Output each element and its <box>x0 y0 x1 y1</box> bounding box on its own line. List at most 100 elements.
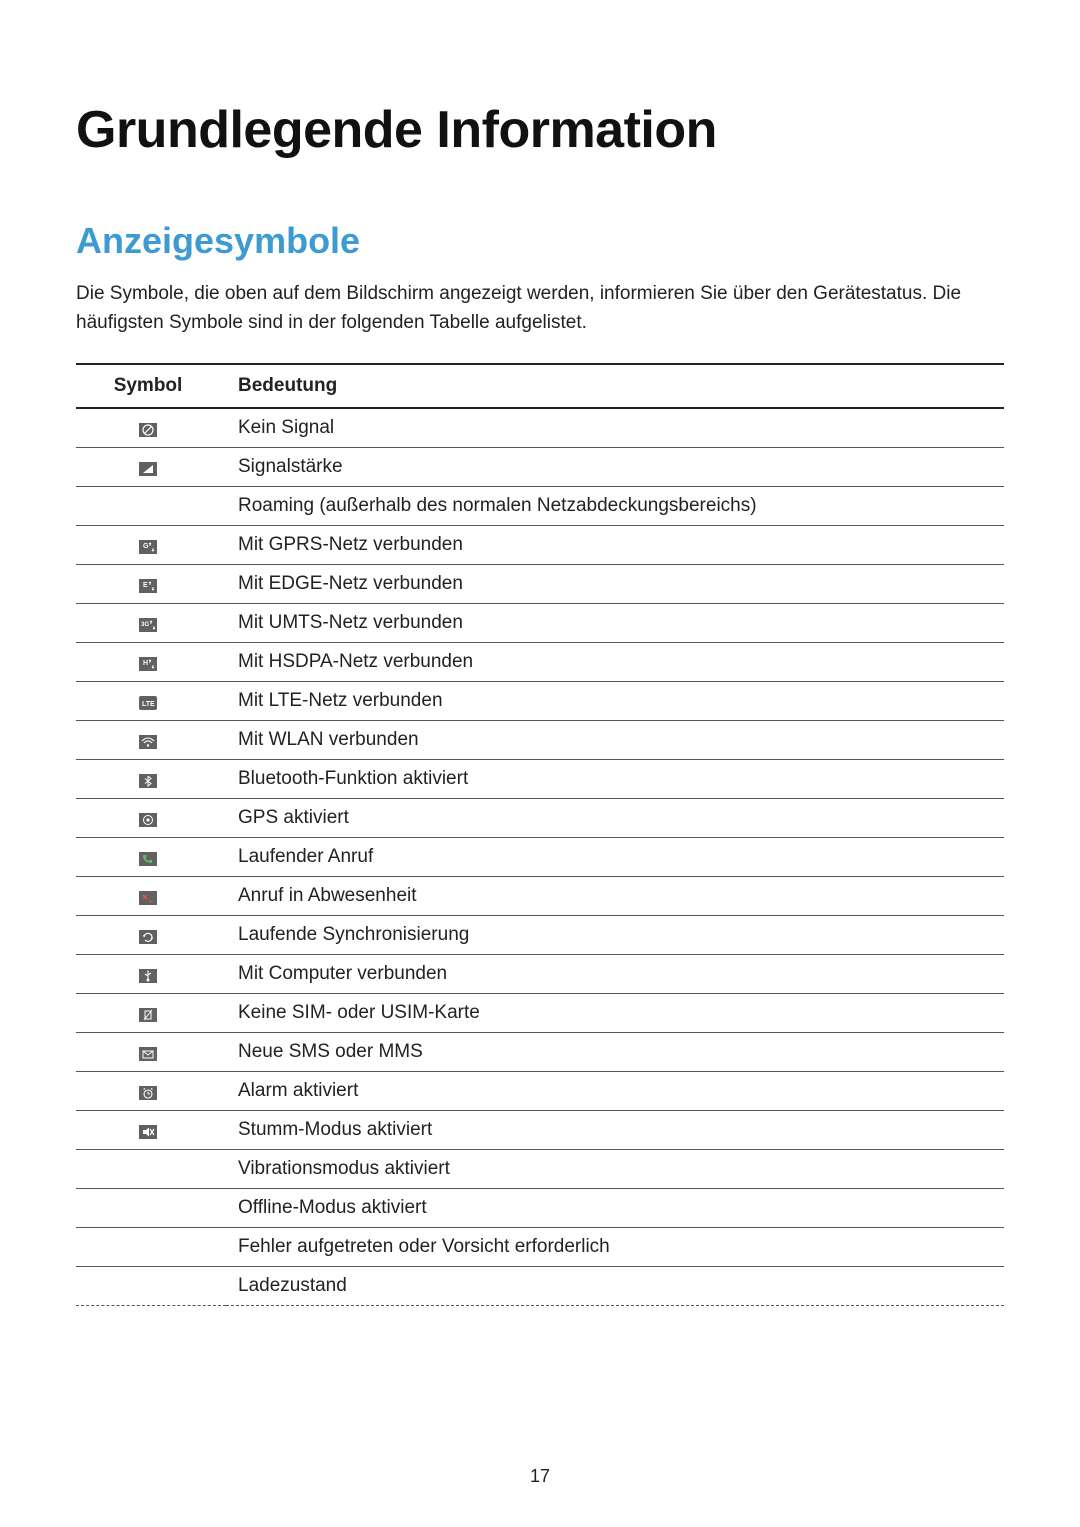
symbol-cell <box>76 1267 226 1306</box>
meaning-cell: Bluetooth-Funktion aktiviert <box>226 760 1004 799</box>
no-signal-icon <box>139 421 157 435</box>
symbol-cell <box>76 877 226 916</box>
svg-text:LTE: LTE <box>142 701 155 708</box>
missed-call-icon <box>139 889 157 903</box>
meaning-cell: Mit GPRS-Netz verbunden <box>226 526 1004 565</box>
meaning-cell: Mit UMTS-Netz verbunden <box>226 604 1004 643</box>
meaning-cell: Keine SIM- oder USIM-Karte <box>226 994 1004 1033</box>
table-row: Vibrationsmodus aktiviert <box>76 1150 1004 1189</box>
symbol-cell: LTE <box>76 682 226 721</box>
symbol-cell <box>76 1150 226 1189</box>
table-row: Offline-Modus aktiviert <box>76 1189 1004 1228</box>
meaning-cell: Stumm-Modus aktiviert <box>226 1111 1004 1150</box>
meaning-cell: GPS aktiviert <box>226 799 1004 838</box>
meaning-cell: Mit LTE-Netz verbunden <box>226 682 1004 721</box>
symbol-cell <box>76 448 226 487</box>
table-header-row: Symbol Bedeutung <box>76 364 1004 408</box>
meaning-cell: Vibrationsmodus aktiviert <box>226 1150 1004 1189</box>
no-sim-icon <box>139 1006 157 1020</box>
table-row: Fehler aufgetreten oder Vorsicht erforde… <box>76 1228 1004 1267</box>
symbol-cell <box>76 955 226 994</box>
meaning-cell: Roaming (außerhalb des normalen Netzabde… <box>226 487 1004 526</box>
wifi-icon <box>139 733 157 747</box>
mute-icon <box>139 1123 157 1137</box>
table-row: Keine SIM- oder USIM-Karte <box>76 994 1004 1033</box>
meaning-cell: Laufender Anruf <box>226 838 1004 877</box>
table-row: LTE Mit LTE-Netz verbunden <box>76 682 1004 721</box>
table-row: Bluetooth-Funktion aktiviert <box>76 760 1004 799</box>
symbol-cell <box>76 1033 226 1072</box>
edge-icon: E <box>139 577 157 591</box>
table-row: Anruf in Abwesenheit <box>76 877 1004 916</box>
meaning-cell: Signalstärke <box>226 448 1004 487</box>
svg-text:H: H <box>143 660 148 667</box>
page-number: 17 <box>0 1466 1080 1487</box>
table-row: Ladezustand <box>76 1267 1004 1306</box>
table-row: Laufende Synchronisierung <box>76 916 1004 955</box>
symbol-cell <box>76 408 226 448</box>
gprs-icon: G <box>139 538 157 552</box>
meaning-cell: Laufende Synchronisierung <box>226 916 1004 955</box>
table-body: Kein SignalSignalstärkeRoaming (außerhal… <box>76 408 1004 1306</box>
svg-text:E: E <box>143 582 148 589</box>
symbol-cell <box>76 760 226 799</box>
table-row: Roaming (außerhalb des normalen Netzabde… <box>76 487 1004 526</box>
symbols-table: Symbol Bedeutung Kein SignalSignalstärke… <box>76 363 1004 1306</box>
symbol-cell <box>76 916 226 955</box>
symbol-cell <box>76 721 226 760</box>
table-row: Neue SMS oder MMS <box>76 1033 1004 1072</box>
symbol-cell <box>76 799 226 838</box>
alarm-icon <box>139 1084 157 1098</box>
table-row: H Mit HSDPA-Netz verbunden <box>76 643 1004 682</box>
page: Grundlegende Information Anzeigesymbole … <box>0 0 1080 1527</box>
meaning-cell: Mit Computer verbunden <box>226 955 1004 994</box>
intro-text: Die Symbole, die oben auf dem Bildschirm… <box>76 280 1004 337</box>
meaning-cell: Kein Signal <box>226 408 1004 448</box>
meaning-cell: Alarm aktiviert <box>226 1072 1004 1111</box>
svg-text:3G: 3G <box>141 622 149 628</box>
usb-icon <box>139 967 157 981</box>
section-heading: Anzeigesymbole <box>76 220 1004 262</box>
bluetooth-icon <box>139 772 157 786</box>
table-row: Signalstärke <box>76 448 1004 487</box>
call-icon <box>139 850 157 864</box>
meaning-cell: Mit EDGE-Netz verbunden <box>226 565 1004 604</box>
symbol-cell <box>76 1228 226 1267</box>
table-row: Mit WLAN verbunden <box>76 721 1004 760</box>
signal-icon <box>139 460 157 474</box>
meaning-cell: Mit WLAN verbunden <box>226 721 1004 760</box>
gps-icon <box>139 811 157 825</box>
sync-icon <box>139 928 157 942</box>
table-row: Laufender Anruf <box>76 838 1004 877</box>
table-row: G Mit GPRS-Netz verbunden <box>76 526 1004 565</box>
table-row: Mit Computer verbunden <box>76 955 1004 994</box>
umts-icon: 3G <box>139 616 157 630</box>
meaning-cell: Ladezustand <box>226 1267 1004 1306</box>
table-row: Stumm-Modus aktiviert <box>76 1111 1004 1150</box>
svg-text:G: G <box>143 543 149 550</box>
symbol-cell <box>76 1072 226 1111</box>
table-row: 3G Mit UMTS-Netz verbunden <box>76 604 1004 643</box>
symbol-cell <box>76 994 226 1033</box>
table-row: E Mit EDGE-Netz verbunden <box>76 565 1004 604</box>
symbol-cell <box>76 1111 226 1150</box>
symbol-cell: H <box>76 643 226 682</box>
symbol-cell: E <box>76 565 226 604</box>
message-icon <box>139 1045 157 1059</box>
symbol-cell: 3G <box>76 604 226 643</box>
symbol-cell: G <box>76 526 226 565</box>
meaning-cell: Anruf in Abwesenheit <box>226 877 1004 916</box>
meaning-cell: Neue SMS oder MMS <box>226 1033 1004 1072</box>
meaning-cell: Fehler aufgetreten oder Vorsicht erforde… <box>226 1228 1004 1267</box>
symbol-cell <box>76 1189 226 1228</box>
page-title: Grundlegende Information <box>76 100 1004 160</box>
column-header-meaning: Bedeutung <box>226 364 1004 408</box>
meaning-cell: Mit HSDPA-Netz verbunden <box>226 643 1004 682</box>
table-row: Alarm aktiviert <box>76 1072 1004 1111</box>
symbol-cell <box>76 487 226 526</box>
lte-icon: LTE <box>139 694 157 708</box>
table-row: GPS aktiviert <box>76 799 1004 838</box>
table-row: Kein Signal <box>76 408 1004 448</box>
symbol-cell <box>76 838 226 877</box>
hsdpa-icon: H <box>139 655 157 669</box>
